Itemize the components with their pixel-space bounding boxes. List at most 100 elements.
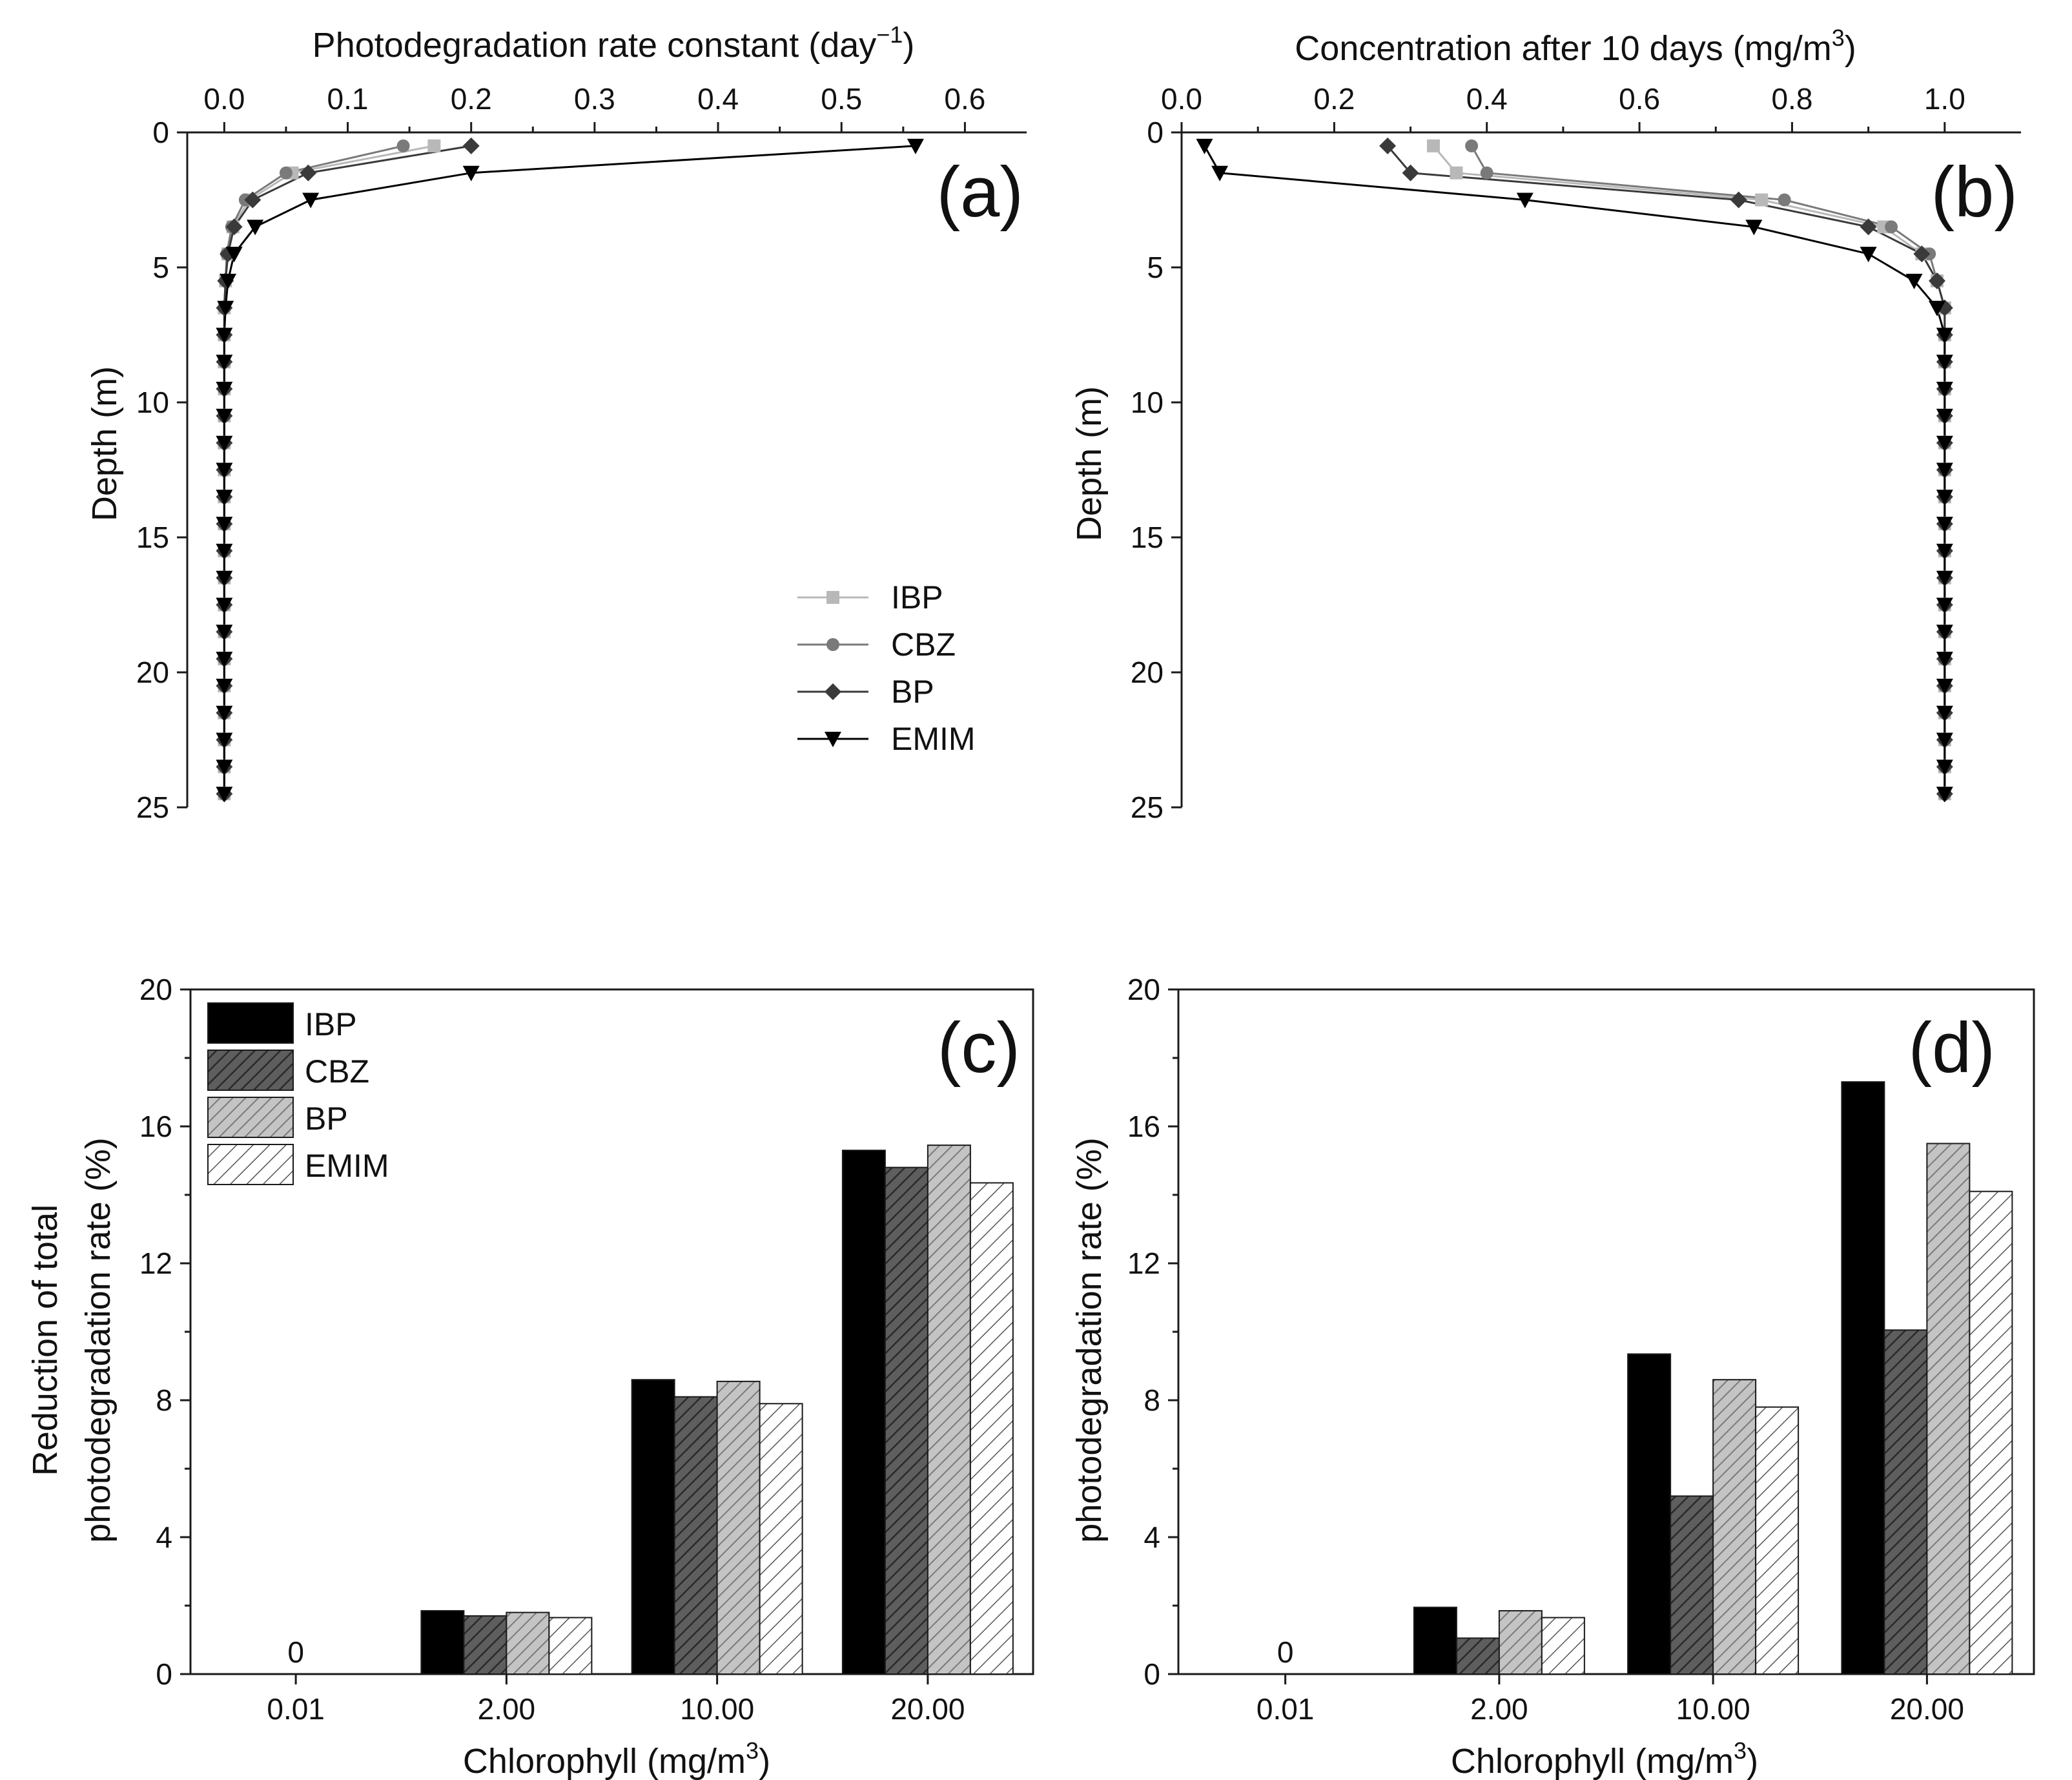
panel-d-y-tick-label: 20 [1127,973,1160,1006]
panel-b-data-point-cbz [1885,220,1898,234]
panel-a-data-point-emim [216,597,233,614]
panel-b-x-tick-label: 0.4 [1466,82,1508,116]
panel-a-legend: IBP CBZ BP EMIM [797,579,976,757]
panel-a-data-point-emim [216,435,233,451]
panel-b-x-tick-label: 1.0 [1924,82,1965,116]
panel-a-data-point-emim [216,355,233,371]
panel-c-y-axis-title-line1: Reduction of total [26,1205,65,1476]
panel-c-bar-bp [927,1144,971,1675]
panel-d-y-tick-label: 12 [1127,1247,1160,1280]
panel-c-x-tick-label: 2.00 [478,1692,536,1726]
panel-d-y-tick-label: 16 [1127,1110,1160,1143]
panel-c-bar-cbz [463,1615,508,1675]
panel-b-label: (b) [1931,152,2018,232]
panel-c-bar-chart: Reduction of total photodegradation rate… [26,973,1034,1780]
panel-c-y-tick-label: 16 [139,1110,172,1143]
panel-c-legend: IBP CBZ BP EMIM [207,1002,389,1185]
panel-d-bar-cbz [1670,1495,1714,1675]
panel-a-series-line-ibp [223,145,435,794]
legend-swatch-bp [207,1097,294,1138]
panel-a-data-point-bp [225,218,243,236]
panel-d-x-axis-title: Chlorophyll (mg/m3) [1451,1737,1758,1780]
panel-c-y-tick-label: 0 [156,1657,172,1691]
panel-a-data-point-emim [216,462,233,479]
panel-b-data-point-emim [1745,220,1763,236]
panel-b-data-point-emim [1936,435,1953,451]
panel-b-data-point-emim [1196,138,1213,154]
panel-b-data-point-ibp [1450,166,1463,180]
legend-marker-emim [825,732,841,747]
panel-b-data-point-bp [1730,191,1747,209]
panel-c-label: (c) [938,1008,1020,1088]
panel-b-series-line-bp [1386,145,1946,794]
panel-a-data-point-emim [462,165,480,181]
panel-b-x-axis-title: Concentration after 10 days (mg/m3) [1295,25,1856,68]
panel-b-data-point-emim [1936,787,1953,803]
panel-a-data-point-ibp [427,139,441,152]
panel-d-bar-emim [1541,1617,1585,1675]
panel-d-y-tick-label: 8 [1144,1383,1160,1417]
panel-d-plot-area: 0 4 8 12 16 20 0.01 2.00 10.00 20.00 0 [1127,973,2035,1726]
panel-b-data-point-emim [1929,300,1945,316]
panel-c-zero-annotation: 0 [287,1635,304,1669]
panel-b-data-point-ibp [1427,139,1440,152]
legend-label-bp: BP [305,1101,348,1137]
panel-a-data-point-bp [462,137,480,154]
panel-a-depth-profile-rate: Photodegradation rate constant (day−1) D… [85,21,1027,824]
panel-c-bar-emim [969,1182,1014,1675]
panel-c-x-tick-label: 20.00 [890,1692,965,1726]
panel-d-bar-bp [1926,1143,1971,1675]
panel-a-x-tick-label: 0.6 [944,82,985,116]
panel-a-x-tick-label: 0.1 [327,82,369,116]
panel-b-data-point-emim [1936,732,1953,749]
panel-d-bar-ibp [1627,1353,1672,1675]
panel-a-y-tick-label: 25 [136,791,169,824]
panel-b-y-tick-label: 5 [1147,251,1164,284]
panel-a-data-point-emim [247,220,264,236]
panel-b-data-point-cbz [1480,166,1493,180]
panel-a-y-tick-label: 10 [136,386,169,419]
panel-a-x-tick-label: 0.2 [451,82,492,116]
legend-swatch-emim [207,1144,294,1185]
panel-c-y-axis-title-line2: photodegradation rate (%) [79,1137,118,1542]
panel-b-series-line-emim [1204,145,1946,794]
panel-b-data-point-cbz [1465,139,1479,152]
panel-b-y-tick-label: 10 [1131,386,1164,419]
panel-b-data-point-emim [1936,597,1953,614]
panel-c-bar-cbz [884,1166,928,1675]
panel-a-data-point-emim [216,760,233,776]
panel-d-bar-bp [1498,1609,1543,1675]
panel-b-x-tick-label: 0.8 [1771,82,1812,116]
panel-a-x-tick-label: 0.4 [697,82,739,116]
panel-c-bar-bp [716,1380,761,1675]
panel-a-data-point-emim [216,625,233,641]
legend-marker-ibp [826,591,839,604]
panel-a-data-point-emim [216,327,233,344]
panel-a-y-axis-title: Depth (m) [85,366,124,521]
panel-d-bar-ibp [1413,1606,1457,1675]
panel-a-series-line-cbz [223,145,404,794]
panel-b-plot-area: 0.0 0.2 0.4 0.6 0.8 1.0 0 5 10 15 20 25 [1131,82,2021,824]
panel-d-bar-ibp [1841,1081,1885,1675]
panel-c-y-tick-label: 4 [156,1520,172,1554]
panel-c-plot-area: 0 4 8 12 16 20 0.01 2.00 10.00 20.00 0 [139,973,1034,1726]
panel-c-bar-ibp [420,1609,465,1675]
panel-d-bar-chart: photodegradation rate (%) Chlorophyll (m… [1070,973,2035,1780]
panel-a-data-point-emim [216,652,233,668]
legend-label-ibp: IBP [891,579,943,616]
panel-a-data-point-emim [216,490,233,506]
panel-a-data-point-emim [216,543,233,559]
legend-marker-cbz [826,638,839,651]
panel-c-bar-emim [759,1403,803,1675]
panel-b-data-point-emim [1936,678,1953,694]
panel-b-data-point-emim [1905,273,1923,289]
panel-b-data-point-bp [1860,218,1877,236]
panel-a-data-point-cbz [396,139,410,152]
panel-d-zero-annotation: 0 [1277,1635,1294,1669]
panel-c-x-tick-label: 10.00 [680,1692,754,1726]
panel-a-data-point-emim [216,570,233,586]
panel-a-series-line-emim [223,145,916,794]
panel-d-bar-emim [1755,1406,1800,1675]
panel-b-y-axis-title: Depth (m) [1070,386,1109,541]
panel-b-data-point-emim [1936,517,1953,533]
